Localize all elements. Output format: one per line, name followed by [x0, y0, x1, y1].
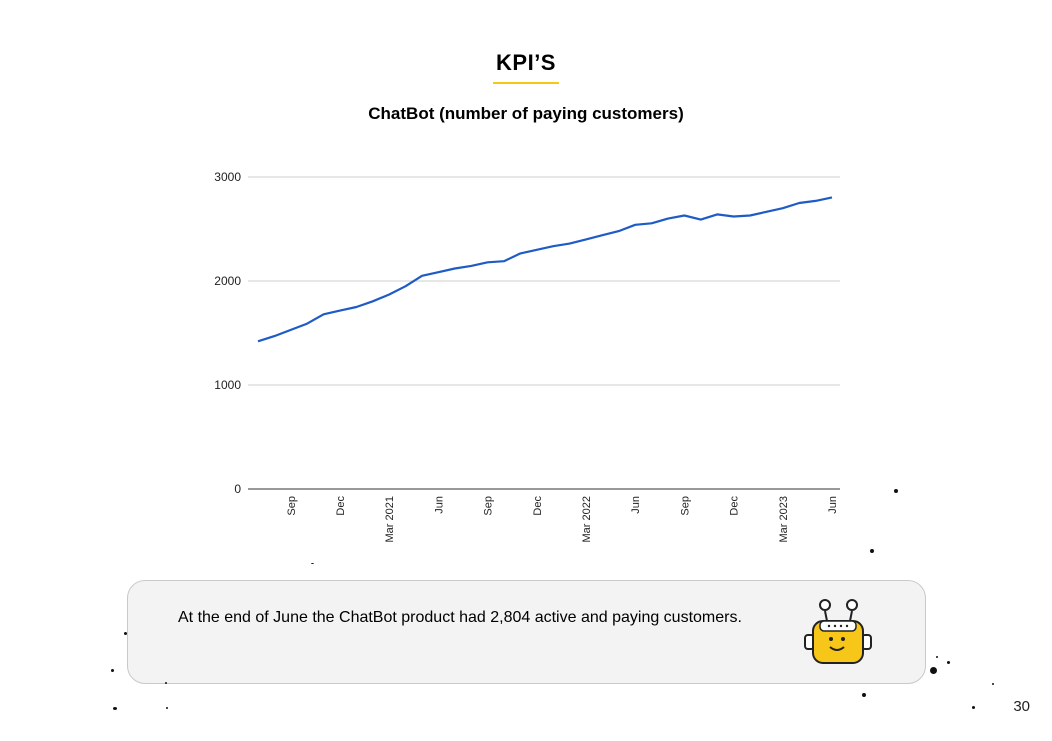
x-tick-label: Dec: [729, 496, 741, 516]
title-underline: [493, 82, 559, 84]
y-tick-label: 1000: [214, 378, 241, 392]
decor-dot: [930, 667, 937, 674]
decor-dot: [936, 656, 938, 658]
chart-title: ChatBot (number of paying customers): [368, 104, 683, 123]
line-chart: ChatBot (number of paying customers) 0 10…: [214, 104, 840, 542]
decor-dot: [972, 706, 975, 709]
decor-dot: [862, 693, 866, 697]
x-tick-label: Mar 2023: [778, 496, 790, 542]
x-tick-label: Jun: [630, 496, 642, 514]
decor-dot: [166, 707, 168, 709]
robot-icon: [804, 599, 872, 664]
page-title: KPI’S: [496, 50, 556, 75]
callout-text: At the end of June the ChatBot product h…: [178, 609, 742, 626]
decor-dot: [947, 661, 950, 664]
decor-dot: [870, 549, 874, 553]
decor-dot: [113, 707, 117, 710]
page-number: 30: [1013, 698, 1030, 715]
x-tick-label: Dec: [532, 496, 544, 516]
decor-dot: [165, 682, 167, 684]
y-tick-label: 3000: [214, 170, 241, 184]
x-tick-label: Jun: [433, 496, 445, 514]
decor-dot: [111, 669, 114, 672]
y-tick-label: 2000: [214, 274, 241, 288]
y-tick-label: 0: [234, 482, 241, 496]
x-tick-label: Jun: [827, 496, 839, 514]
decor-dot: [992, 683, 994, 685]
x-tick-label: Dec: [335, 496, 347, 516]
x-tick-label: Sep: [483, 496, 495, 516]
x-tick-label: Mar 2021: [384, 496, 396, 542]
decor-dot: [311, 563, 314, 564]
x-tick-label: Sep: [286, 496, 298, 516]
decor-dot: [124, 632, 127, 635]
decor-dot: [894, 489, 898, 493]
summary-callout: At the end of June the ChatBot product h…: [127, 580, 926, 684]
x-tick-label: Sep: [679, 496, 691, 516]
series-line: [257, 196, 833, 343]
x-tick-label: Mar 2022: [581, 496, 593, 542]
